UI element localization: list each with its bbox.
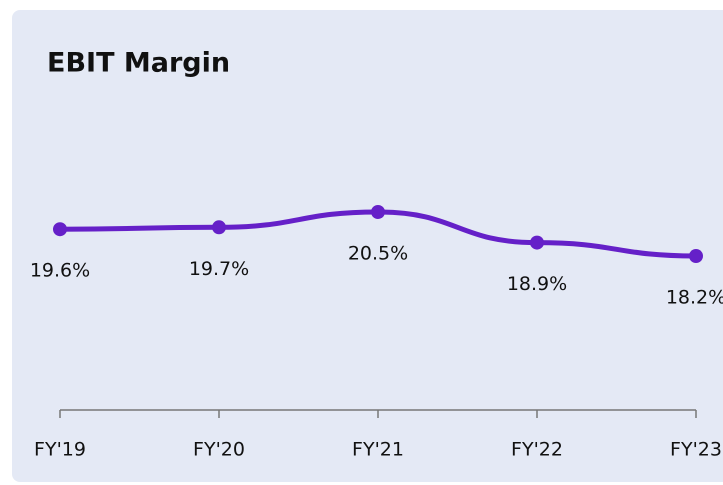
point <box>371 205 385 219</box>
x-tick-label: FY'22 <box>511 439 563 461</box>
data-label: 20.5% <box>348 243 408 265</box>
x-tick-label: FY'21 <box>352 439 404 461</box>
point <box>212 220 226 235</box>
x-tick-label: FY'23 <box>670 439 722 461</box>
data-label: 18.9% <box>507 273 567 295</box>
point <box>53 222 67 237</box>
x-tick-label: FY'20 <box>193 439 245 461</box>
x-tick-label: FY'19 <box>34 439 86 461</box>
data-label: 19.6% <box>30 260 90 282</box>
chart-title: EBIT Margin <box>47 48 230 79</box>
data-label: 18.2% <box>666 287 723 309</box>
point <box>530 235 544 250</box>
point <box>689 249 703 263</box>
data-label: 19.7% <box>189 258 249 280</box>
card <box>12 10 723 482</box>
